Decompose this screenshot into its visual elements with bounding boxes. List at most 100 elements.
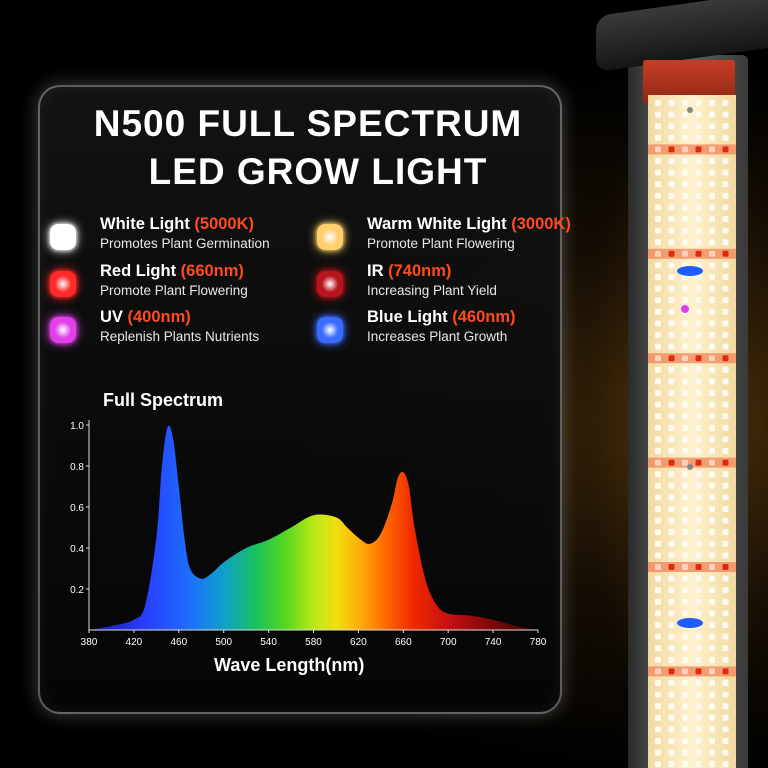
x-tick-label: 700: [440, 637, 457, 648]
led-chip: [655, 216, 661, 222]
led-chip: [668, 448, 675, 454]
led-chip: [695, 390, 702, 396]
led-chip: [682, 169, 688, 176]
page-title-line1: N500 FULL SPECTRUM: [93, 103, 523, 144]
led-chip: [655, 169, 661, 176]
legend-value: (460nm): [452, 308, 516, 326]
led-chip: [655, 134, 661, 141]
led-chip: [682, 436, 688, 443]
led-chip: [655, 517, 661, 524]
led-chip: [655, 726, 661, 733]
led-chip: [668, 216, 675, 222]
led-chip: [695, 192, 702, 199]
legend-value: (5000K): [194, 215, 255, 233]
led-chip: [695, 726, 702, 733]
led-chip: [668, 297, 675, 304]
led-chip: [682, 204, 688, 211]
led-chip: [722, 656, 729, 663]
led-chip: [682, 668, 688, 675]
led-chip: [722, 343, 729, 350]
x-tick-label: 380: [81, 637, 98, 648]
led-chip: [722, 471, 729, 478]
led-chip: [682, 726, 688, 733]
led-chip: [682, 471, 688, 478]
led-chip: [695, 285, 702, 292]
led-chip: [682, 552, 688, 559]
led-chip: [682, 691, 688, 698]
led-chip: [655, 529, 661, 536]
led-chip: [655, 390, 661, 396]
led-chip: [682, 332, 688, 338]
led-chip: [709, 714, 715, 721]
led-chip: [682, 378, 688, 385]
led-chip: [682, 564, 688, 570]
chart-title: Full Spectrum: [103, 390, 224, 410]
led-chip: [722, 111, 729, 118]
led-chip: [655, 181, 661, 188]
led-chip: [709, 656, 715, 663]
led-chip: [695, 703, 702, 710]
led-chip: [682, 575, 688, 582]
led-chip: [655, 575, 661, 582]
led-chip: [668, 517, 675, 524]
led-chip: [695, 366, 702, 373]
led-chip: [655, 656, 661, 663]
led-chip: [668, 320, 675, 327]
led-chip: [682, 343, 688, 350]
blue-led: [677, 266, 703, 276]
y-tick-label: 0.6: [70, 503, 84, 514]
legend-label: UV: [100, 308, 128, 326]
led-chip: [682, 482, 688, 489]
led-chip: [668, 134, 675, 141]
led-chip: [722, 552, 729, 559]
led-chip: [682, 100, 688, 106]
led-chip: [695, 714, 702, 721]
led-chip: [655, 645, 661, 652]
led-chip: [722, 262, 729, 269]
legend-label: Blue Light: [367, 308, 453, 326]
led-chip: [695, 158, 702, 164]
led-chip: [682, 216, 688, 222]
led-chip: [668, 459, 675, 466]
led-chip: [709, 285, 715, 292]
led-chip: [682, 355, 688, 362]
led-chip: [722, 134, 729, 141]
led-chip: [695, 250, 702, 257]
led-chip: [655, 761, 661, 768]
chart-xlabel: Wave Length(nm): [214, 655, 365, 675]
led-chip: [709, 100, 715, 106]
led-chip: [682, 146, 688, 153]
led-chip: [709, 192, 715, 199]
led-chip: [709, 181, 715, 188]
led-chip: [709, 424, 715, 431]
led-chip: [722, 366, 729, 373]
led-chip: [668, 691, 675, 698]
x-tick-label: 580: [305, 637, 322, 648]
led-chip: [709, 146, 715, 153]
led-chip: [695, 552, 702, 559]
led-chip: [655, 332, 661, 338]
led-chip: [695, 308, 702, 315]
led-chip: [722, 448, 729, 454]
led-chip: [709, 378, 715, 385]
x-tick-label: 660: [395, 637, 412, 648]
led-chip: [682, 401, 688, 408]
led-chip: [682, 459, 688, 466]
led-chip: [722, 192, 729, 199]
led-chip: [722, 645, 729, 652]
led-chip: [722, 703, 729, 710]
led-chip: [655, 146, 661, 153]
red-led-strip: [648, 457, 736, 468]
led-chip: [682, 424, 688, 431]
led-chip: [709, 540, 715, 547]
white-led-icon: [50, 224, 76, 250]
x-tick-label: 420: [126, 637, 143, 648]
led-chip: [709, 587, 715, 594]
spectrum-chart: 0.2 0.4 0.6 0.8 1.0 380 420 460 500 540 580 620 660 7…: [70, 420, 547, 648]
led-chip: [722, 436, 729, 443]
red-led-strip: [648, 248, 736, 259]
led-chip: [695, 761, 702, 768]
led-chip: [668, 181, 675, 188]
y-tick-label: 1.0: [70, 421, 84, 432]
led-chip: [655, 192, 661, 199]
